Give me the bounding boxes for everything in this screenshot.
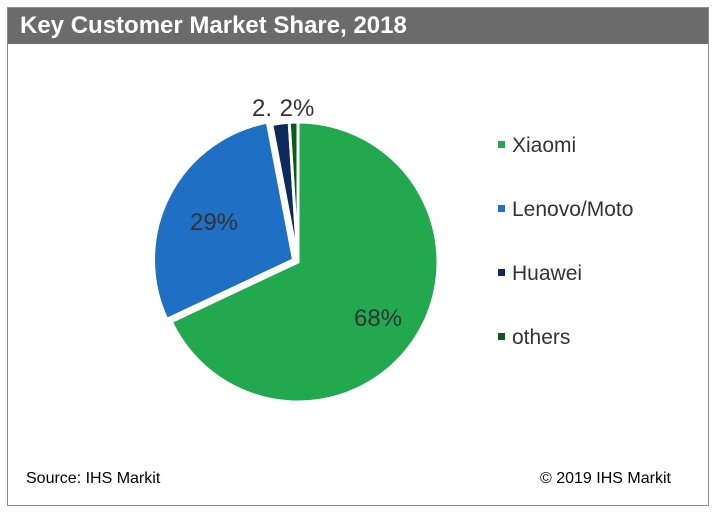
copyright-note: © 2019 IHS Markit — [540, 470, 671, 487]
pie-labels: 68% 29% 2. 2% — [190, 95, 402, 332]
legend-label-lenovo-moto: Lenovo/Moto — [512, 198, 633, 221]
legend-label-others: others — [512, 326, 570, 349]
legend-swatch-others — [498, 333, 505, 340]
pie-chart: 68% 29% 2. 2% Xiaomi Lenovo/Moto Huawei others — [152, 95, 633, 404]
pie-slice-others — [287, 120, 300, 263]
slice-label-huawei: 2. — [252, 95, 272, 122]
legend: Xiaomi Lenovo/Moto Huawei others — [498, 134, 633, 349]
chart-title: Key Customer Market Share, 2018 — [20, 12, 407, 39]
legend-swatch-huawei — [498, 269, 505, 276]
pie-slice-lenovo-moto — [152, 120, 296, 322]
slice-label-lenovo-moto: 29% — [190, 209, 238, 236]
legend-label-huawei: Huawei — [512, 262, 582, 285]
source-note: Source: IHS Markit — [26, 470, 161, 487]
pie-slice-xiaomi — [169, 120, 440, 404]
slice-label-others: 2% — [280, 95, 315, 122]
pie-slices — [152, 120, 440, 404]
legend-swatch-xiaomi — [498, 141, 505, 148]
legend-swatch-lenovo-moto — [498, 205, 505, 212]
slice-label-xiaomi: 68% — [354, 305, 402, 332]
title-bar: Key Customer Market Share, 2018 — [8, 8, 708, 44]
chart-frame: Key Customer Market Share, 2018 68% 29% 2.… — [7, 7, 709, 506]
legend-label-xiaomi: Xiaomi — [512, 134, 576, 157]
